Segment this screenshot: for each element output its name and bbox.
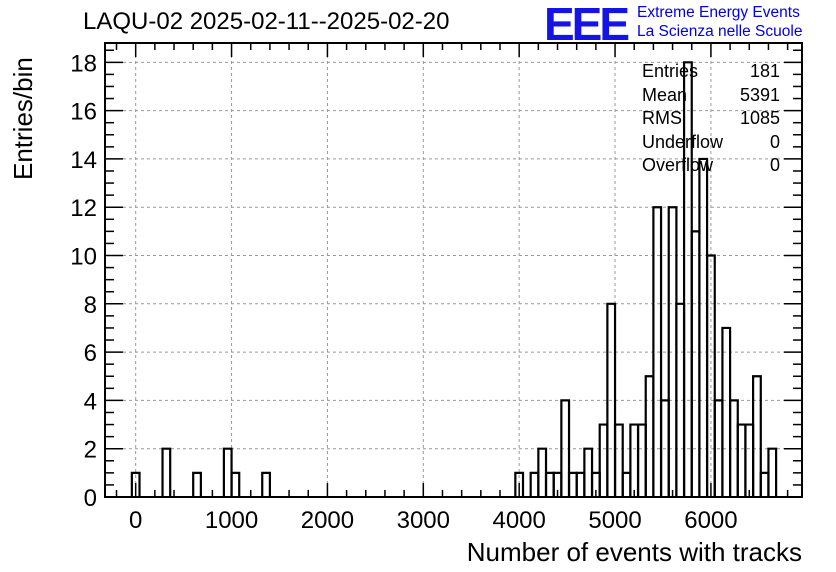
stats-box: Entries 181 Mean 5391 RMS 1085 Underflow… (642, 60, 780, 178)
y-tick-label: 16 (70, 99, 97, 126)
y-tick-label: 10 (70, 244, 97, 271)
histogram-bin (613, 423, 624, 497)
stat-label: Underflow (642, 131, 724, 152)
histogram-bin (652, 206, 663, 497)
plot-frame (104, 42, 803, 498)
histogram-bin (261, 471, 272, 497)
histogram-bin (705, 254, 716, 497)
eee-logo: EEE (544, 0, 630, 50)
histogram-bin (698, 157, 709, 497)
stat-row-entries: Entries 181 (642, 60, 780, 84)
histogram-bin (514, 471, 525, 497)
stat-row-mean: Mean 5391 (642, 84, 780, 108)
histogram-bin (583, 447, 594, 497)
y-tick-label: 8 (84, 292, 97, 319)
y-tick-label: 2 (84, 437, 97, 464)
logo-caption: Extreme Energy Events La Scienza nelle S… (637, 3, 802, 41)
stat-row-rms: RMS 1085 (642, 107, 780, 131)
histogram-bin (752, 375, 762, 497)
x-tick-label: 0 (129, 507, 142, 534)
histogram-bin (230, 471, 241, 497)
histogram-bin (636, 423, 647, 497)
y-axis-label: Entries/bin (8, 57, 38, 180)
stat-row-underflow: Underflow 0 (642, 131, 780, 155)
y-tick-label: 18 (70, 50, 97, 77)
stat-value: 0 (769, 155, 780, 175)
histogram-bin (767, 447, 778, 497)
stat-value: 181 (749, 61, 780, 81)
stat-value: 0 (769, 131, 780, 152)
histogram-bin (759, 471, 770, 497)
histogram-bin (192, 471, 202, 497)
histogram-bin (575, 471, 586, 497)
logo-line-2: La Scienza nelle Scuole (637, 23, 803, 40)
x-axis-label: Number of events with tracks (466, 537, 802, 567)
histogram-bin (537, 447, 548, 497)
histogram-bin (544, 471, 555, 497)
histogram-bin (736, 423, 747, 497)
histogram-bin (606, 302, 617, 497)
histogram-bin (598, 423, 609, 497)
histogram-bin (560, 399, 571, 497)
histogram-bin (690, 230, 701, 497)
stat-label: Mean (642, 84, 688, 105)
tick-labels: 0 1000 2000 3000 4000 5000 6000 0 2 4 6 8 10 12 14 16 18 (70, 50, 737, 534)
histogram-bin (644, 375, 655, 497)
histogram-bin (130, 471, 141, 497)
histogram-bin (161, 447, 172, 497)
x-tick-label: 6000 (684, 507, 737, 534)
histogram-bin (222, 447, 233, 497)
stat-value: 5391 (739, 84, 780, 105)
x-tick-label: 1000 (205, 507, 258, 534)
histogram-bin (567, 471, 578, 497)
y-tick-label: 6 (84, 340, 97, 367)
y-tick-label: 4 (84, 388, 97, 415)
grid-lines (105, 43, 802, 498)
x-tick-label: 4000 (492, 507, 545, 534)
chart-title: LAQU-02 2025-02-11--2025-02-20 (83, 8, 450, 35)
stat-label: Overflow (642, 155, 714, 175)
histogram-bars (130, 61, 778, 497)
histogram-bin (621, 471, 632, 497)
y-tick-label: 0 (84, 485, 97, 512)
y-tick-label: 12 (70, 195, 97, 222)
histogram-bin (721, 326, 732, 497)
y-tick-label: 14 (70, 147, 97, 174)
histogram-bin (744, 423, 755, 497)
stat-value: 1085 (739, 108, 780, 128)
axes (104, 42, 803, 498)
x-tick-label: 2000 (301, 507, 354, 534)
stat-label: RMS (642, 108, 682, 128)
stat-label: Entries (642, 61, 699, 81)
x-tick-label: 5000 (588, 507, 641, 534)
logo-line-1: Extreme Energy Events (637, 4, 800, 21)
stat-row-overflow: Overflow 0 (642, 154, 780, 178)
histogram-bin (529, 471, 540, 497)
x-tick-label: 3000 (397, 507, 450, 534)
histogram-bin (629, 423, 640, 497)
